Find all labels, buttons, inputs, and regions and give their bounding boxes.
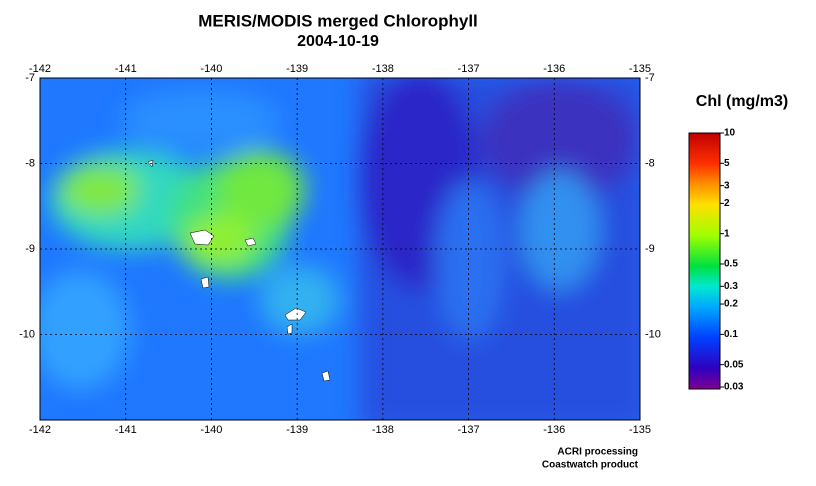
credit: ACRI processing: [557, 447, 638, 458]
colorbar-label: 0.5: [724, 259, 738, 270]
lon-label: -141: [115, 424, 137, 436]
lon-label: -140: [200, 424, 222, 436]
lon-label: -142: [29, 63, 51, 75]
subtitle: 2004-10-19: [297, 33, 379, 50]
colorbar-label: 1: [724, 228, 730, 239]
colorbar-title: Chl (mg/m3): [696, 93, 788, 110]
lon-label: -137: [458, 63, 480, 75]
lat-label: -10: [19, 328, 35, 340]
colorbar-label: 0.03: [724, 382, 744, 393]
credit: Coastwatch product: [542, 460, 639, 471]
lon-label: -138: [372, 424, 394, 436]
lon-label: -141: [115, 63, 137, 75]
lon-label: -139: [286, 63, 308, 75]
colorbar-label: 3: [724, 180, 730, 191]
colorbar-label: 0.3: [724, 281, 738, 292]
lat-label: -8: [25, 157, 35, 169]
lat-label: -7: [25, 72, 35, 84]
lon-label: -138: [372, 63, 394, 75]
lon-label: -142: [29, 424, 51, 436]
lat-label: -8: [645, 157, 655, 169]
lat-label: -10: [645, 328, 661, 340]
lon-label: -136: [543, 63, 565, 75]
lon-label: -139: [286, 424, 308, 436]
colorbar-label: 2: [724, 198, 730, 209]
lon-label: -137: [458, 424, 480, 436]
colorbar-label: 0.1: [724, 329, 738, 340]
lat-label: -7: [645, 72, 655, 84]
colorbar-label: 0.2: [724, 299, 738, 310]
lon-label: -135: [629, 424, 651, 436]
colorbar-label: 5: [724, 158, 730, 169]
lon-label: -140: [200, 63, 222, 75]
colorbar: [688, 132, 721, 390]
chlorophyll-field: [40, 78, 640, 420]
title: MERIS/MODIS merged Chlorophyll: [198, 11, 478, 30]
colorbar-label: 10: [724, 128, 736, 139]
colorbar-label: 0.05: [724, 359, 744, 370]
lon-label: -136: [543, 424, 565, 436]
lon-label: -135: [629, 63, 651, 75]
lat-label: -9: [25, 243, 35, 255]
lat-label: -9: [645, 243, 655, 255]
map-frame: [39, 77, 641, 421]
